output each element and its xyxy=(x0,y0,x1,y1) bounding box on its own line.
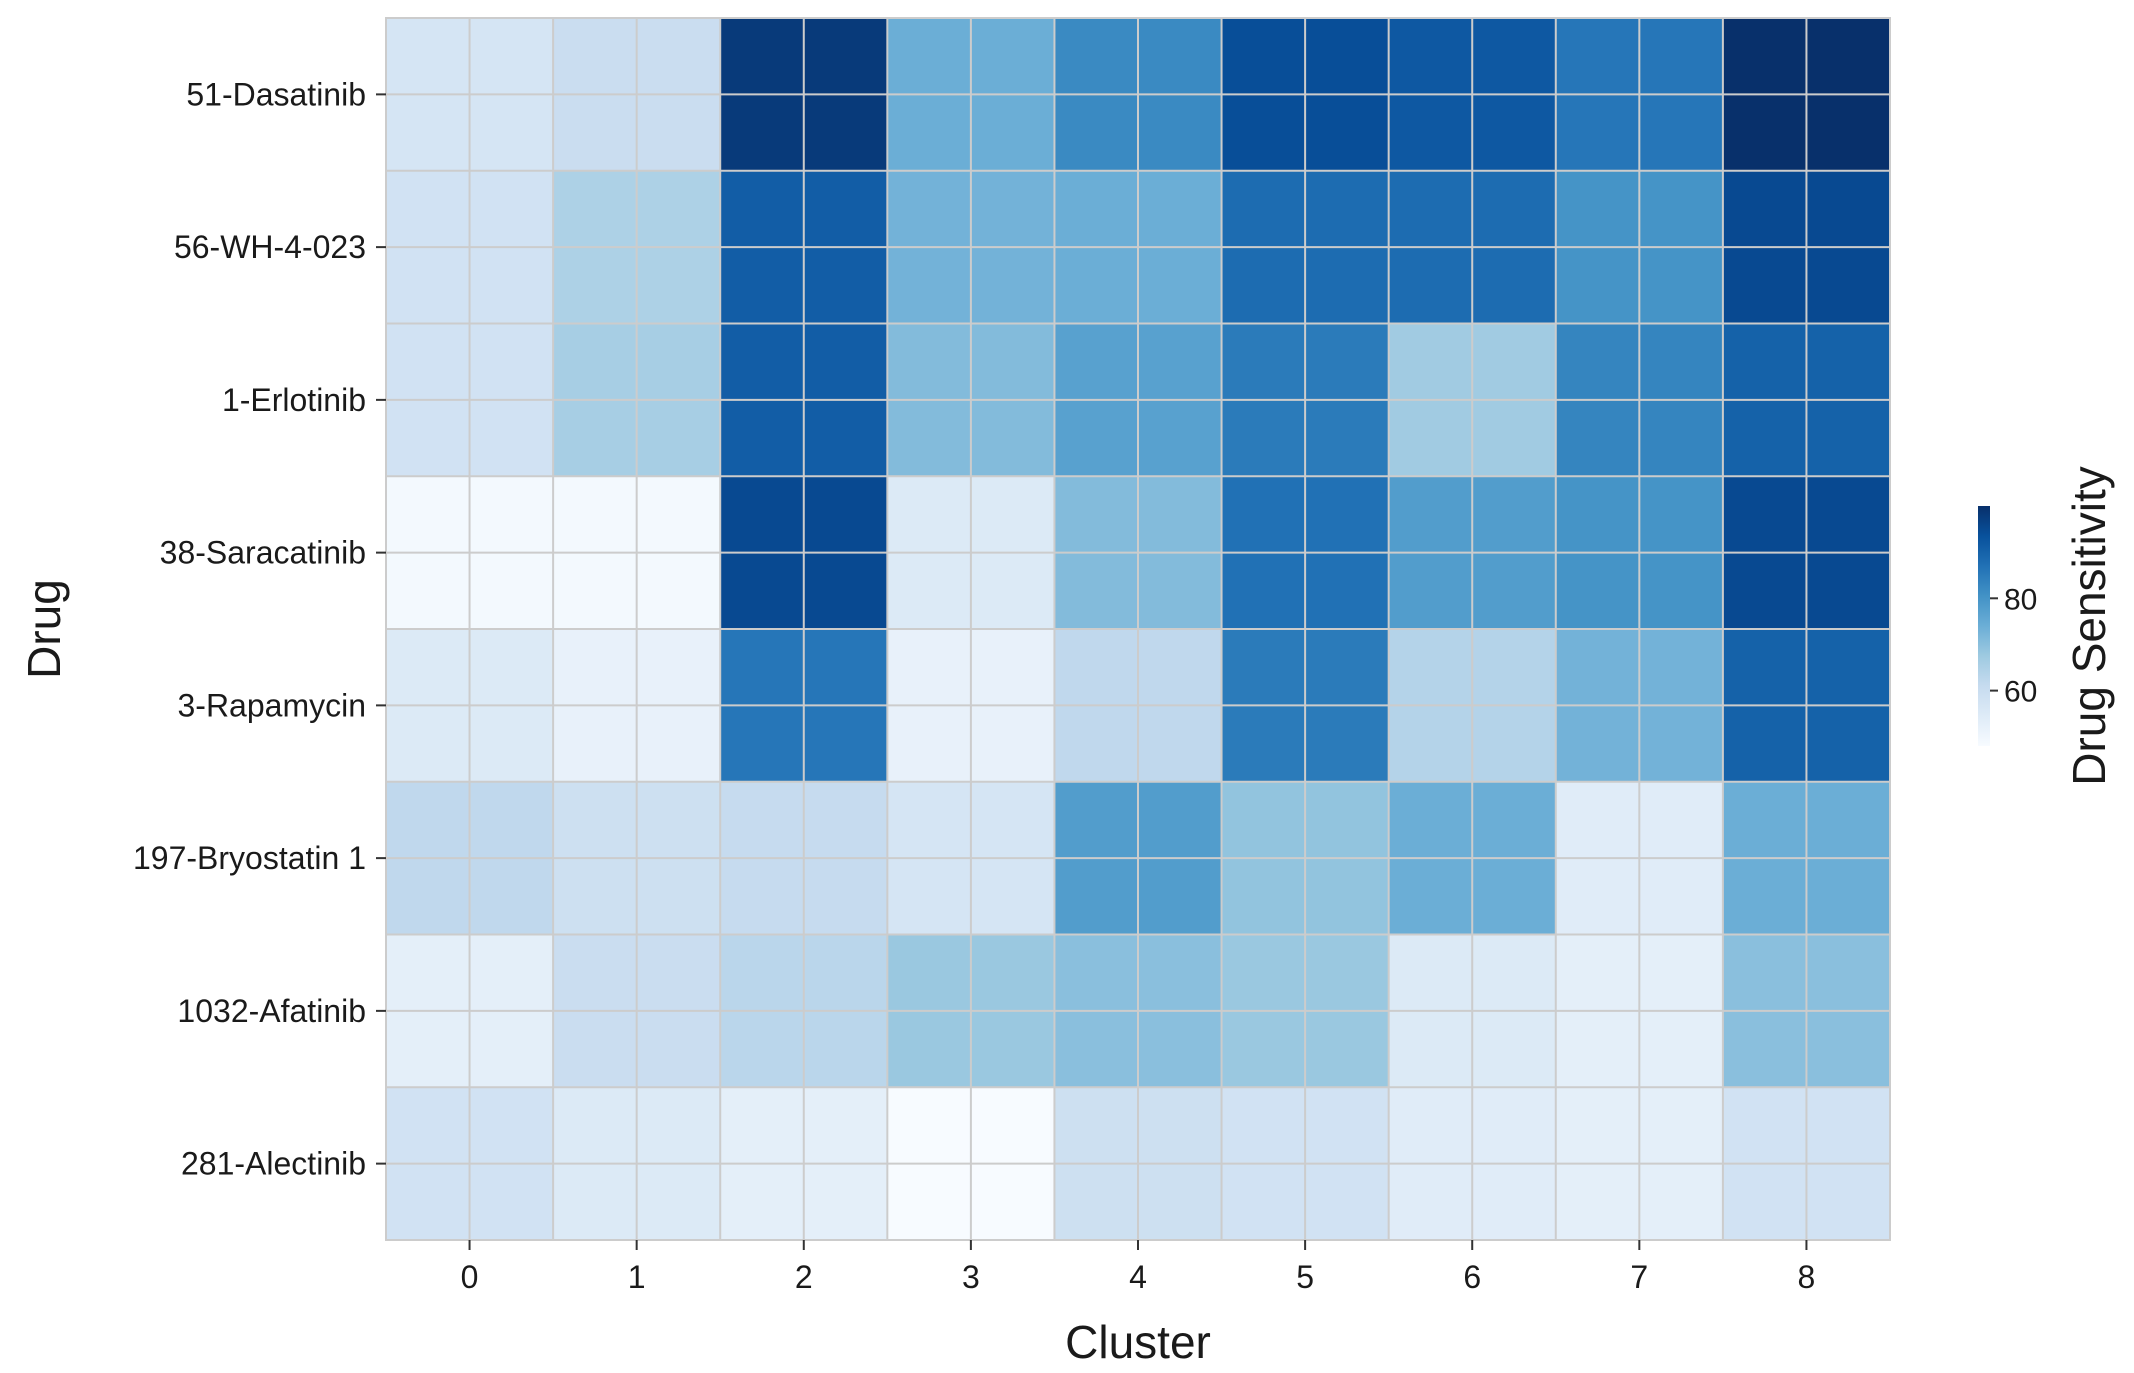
x-axis-ticks: 0 1 2 3 4 5 6 7 8 xyxy=(461,1240,1816,1295)
x-tick-label: 8 xyxy=(1798,1259,1816,1295)
y-tick-label: 56-WH-4-023 xyxy=(174,229,366,265)
x-tick-label: 5 xyxy=(1296,1259,1314,1295)
colorbar-label: Drug Sensitivity xyxy=(2063,466,2115,786)
x-tick-label: 4 xyxy=(1129,1259,1147,1295)
y-tick-label: 38-Saracatinib xyxy=(160,535,366,571)
y-tick-label: 3-Rapamycin xyxy=(177,687,366,723)
x-tick-label: 2 xyxy=(795,1259,813,1295)
y-tick-label: 51-Dasatinib xyxy=(186,76,366,112)
colorbar-tick-label: 80 xyxy=(2004,583,2037,616)
x-tick-label: 0 xyxy=(461,1259,479,1295)
y-axis-label: Drug xyxy=(18,579,70,679)
y-tick-label: 197-Bryostatin 1 xyxy=(133,840,366,876)
x-tick-label: 7 xyxy=(1630,1259,1648,1295)
y-tick-label: 1-Erlotinib xyxy=(222,382,366,418)
x-tick-label: 3 xyxy=(962,1259,980,1295)
colorbar xyxy=(1978,506,1990,746)
y-axis-ticks: 51-Dasatinib 56-WH-4-023 1-Erlotinib 38-Sar… xyxy=(133,76,386,1182)
colorbar-ticks: 60 80 xyxy=(1990,583,2037,709)
y-tick-label: 1032-Afatinib xyxy=(177,993,366,1029)
y-tick-label: 281-Alectinib xyxy=(181,1146,366,1182)
x-tick-label: 1 xyxy=(628,1259,646,1295)
colorbar-tick-label: 60 xyxy=(2004,676,2037,709)
x-axis-label: Cluster xyxy=(1065,1316,1211,1368)
x-tick-label: 6 xyxy=(1463,1259,1481,1295)
